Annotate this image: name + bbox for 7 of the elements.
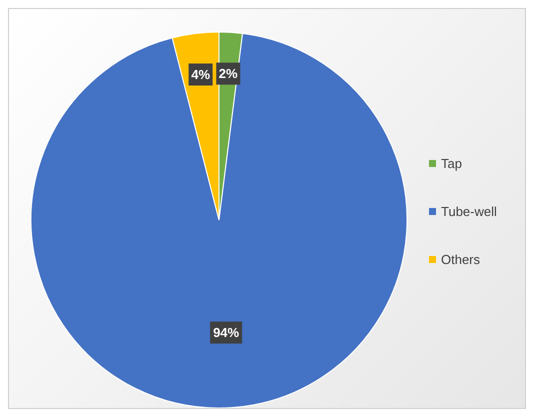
pie-slice (30, 32, 408, 408)
legend-label: Tap (441, 156, 462, 170)
slice-label: Tube-well (441, 204, 497, 218)
data-label: 4% (191, 67, 210, 82)
data-label: 94% (213, 325, 240, 340)
legend-label: Others (441, 252, 480, 266)
data-label: 2% (218, 66, 238, 82)
